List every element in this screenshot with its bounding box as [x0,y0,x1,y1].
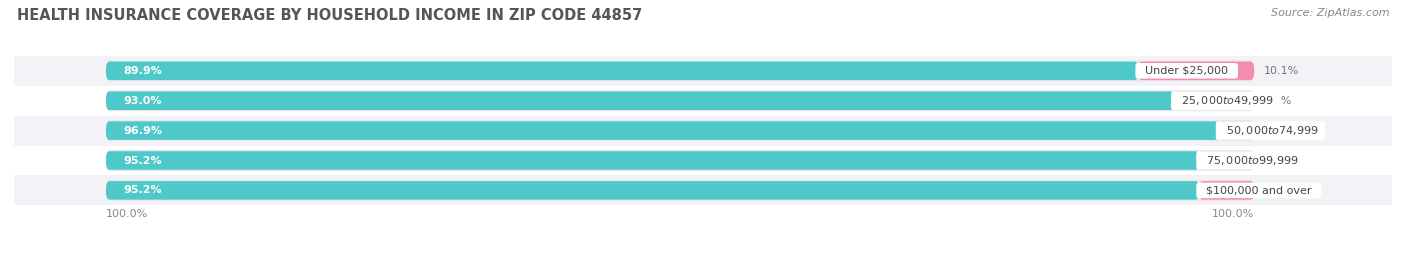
Text: HEALTH INSURANCE COVERAGE BY HOUSEHOLD INCOME IN ZIP CODE 44857: HEALTH INSURANCE COVERAGE BY HOUSEHOLD I… [17,8,643,23]
FancyBboxPatch shape [105,60,1254,81]
Text: $75,000 to $99,999: $75,000 to $99,999 [1199,154,1303,167]
FancyBboxPatch shape [105,121,1219,140]
Text: 100.0%: 100.0% [1212,209,1254,219]
FancyBboxPatch shape [105,181,1199,200]
FancyBboxPatch shape [105,90,1254,111]
Text: 95.2%: 95.2% [124,155,162,165]
FancyBboxPatch shape [1174,91,1254,110]
FancyBboxPatch shape [105,151,1199,170]
Text: 89.9%: 89.9% [124,66,162,76]
FancyBboxPatch shape [1219,121,1254,140]
Text: $100,000 and over: $100,000 and over [1199,185,1319,195]
Text: 7.0%: 7.0% [1264,96,1292,106]
Text: 4.8%: 4.8% [1264,155,1292,165]
Bar [14,146,1392,175]
Text: $50,000 to $74,999: $50,000 to $74,999 [1219,124,1323,137]
Bar [14,86,1392,116]
Text: 93.0%: 93.0% [124,96,162,106]
Text: Source: ZipAtlas.com: Source: ZipAtlas.com [1271,8,1389,18]
Bar [14,56,1392,86]
Text: $25,000 to $49,999: $25,000 to $49,999 [1174,94,1278,107]
FancyBboxPatch shape [1199,181,1254,200]
FancyBboxPatch shape [1199,151,1254,170]
Bar [14,116,1392,146]
FancyBboxPatch shape [105,180,1254,201]
Text: 100.0%: 100.0% [105,209,148,219]
Text: 10.1%: 10.1% [1264,66,1299,76]
Text: 96.9%: 96.9% [124,126,162,136]
FancyBboxPatch shape [105,120,1254,141]
Text: 95.2%: 95.2% [124,185,162,195]
FancyBboxPatch shape [105,150,1254,171]
FancyBboxPatch shape [105,91,1174,110]
FancyBboxPatch shape [1139,62,1254,80]
Text: 4.8%: 4.8% [1264,185,1292,195]
Text: 3.1%: 3.1% [1264,126,1292,136]
Text: Under $25,000: Under $25,000 [1139,66,1236,76]
Bar [14,175,1392,205]
FancyBboxPatch shape [105,62,1139,80]
